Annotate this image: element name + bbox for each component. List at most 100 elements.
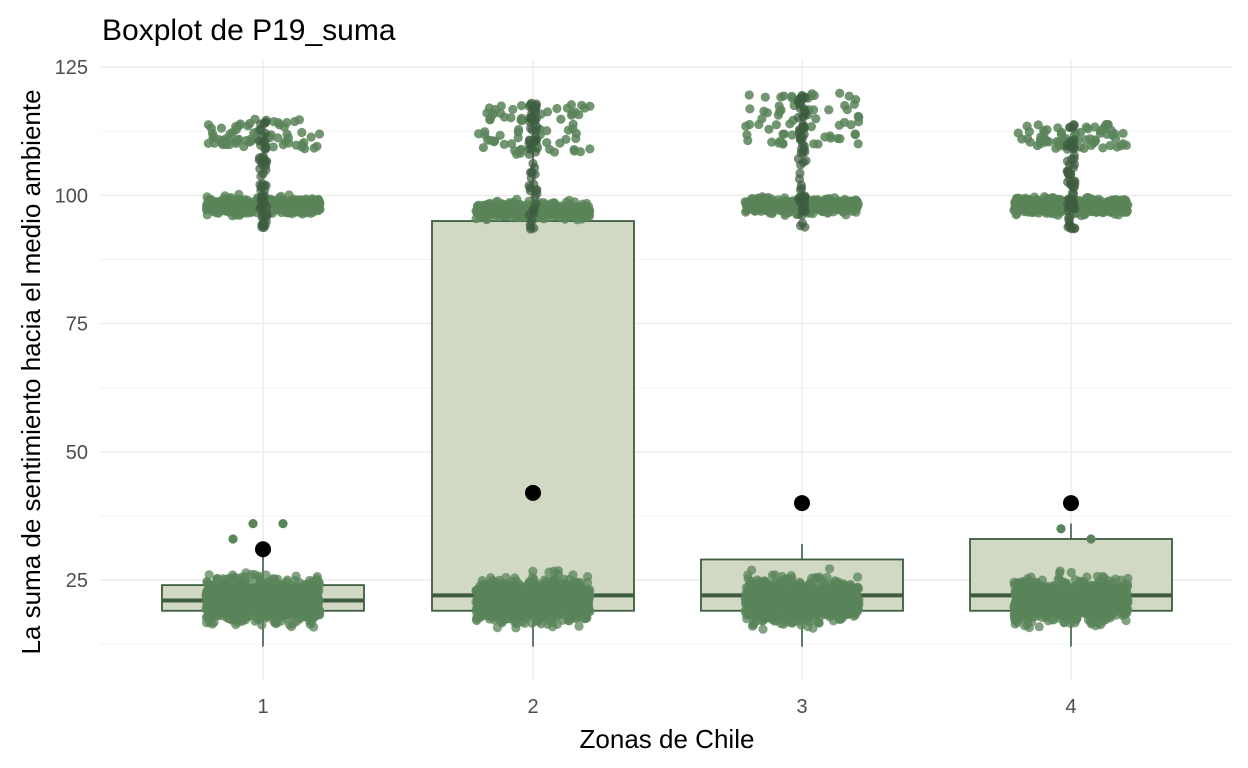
data-point: [234, 134, 244, 144]
data-point: [570, 609, 580, 620]
data-point: [572, 215, 582, 225]
data-point: [839, 584, 849, 594]
data-point: [779, 601, 790, 611]
data-point: [490, 136, 500, 146]
data-point: [302, 580, 312, 590]
data-point: [559, 574, 569, 584]
data-point: [798, 119, 808, 130]
data-point: [294, 589, 305, 599]
data-point: [835, 88, 845, 98]
data-point: [203, 120, 214, 130]
data-point: [577, 100, 587, 110]
data-point: [832, 591, 843, 602]
data-point: [526, 173, 536, 183]
data-point: [508, 583, 518, 593]
data-point: [585, 101, 595, 111]
data-point: [506, 598, 517, 609]
data-point: [1066, 567, 1076, 578]
data-point: [584, 211, 594, 221]
data-point: [270, 616, 280, 626]
data-point: [302, 593, 312, 603]
data-point: [552, 103, 562, 114]
data-point: [212, 574, 223, 584]
data-point: [209, 202, 219, 212]
y-tick-label: 125: [55, 57, 88, 79]
data-point: [811, 607, 821, 618]
data-point: [493, 606, 503, 616]
jitter-points-layer: [201, 88, 1133, 634]
data-point: [526, 224, 536, 234]
data-point: [282, 117, 292, 128]
data-point: [250, 606, 261, 616]
data-point: [800, 590, 811, 600]
data-point: [238, 205, 249, 215]
data-point: [582, 572, 593, 582]
data-point: [758, 615, 768, 626]
data-point: [1055, 566, 1065, 576]
data-point: [741, 583, 751, 593]
data-point: [847, 202, 857, 212]
data-point: [264, 600, 274, 610]
data-point: [245, 118, 255, 129]
data-point: [512, 201, 523, 212]
data-point: [478, 579, 488, 589]
data-point: [585, 144, 595, 154]
data-point: [312, 141, 322, 151]
x-tick-label: 3: [796, 696, 807, 718]
data-point: [284, 190, 294, 200]
y-tick-label: 75: [66, 314, 88, 336]
data-point: [789, 616, 799, 626]
data-point: [762, 601, 772, 611]
data-point: [229, 613, 240, 624]
data-point: [851, 94, 861, 105]
data-point: [757, 114, 767, 124]
y-tick-label: 100: [55, 185, 88, 207]
data-point: [529, 162, 540, 173]
data-point: [268, 142, 278, 152]
data-point: [835, 134, 845, 144]
data-point: [301, 609, 311, 619]
data-point: [510, 573, 520, 583]
data-point: [809, 139, 819, 149]
data-point: [745, 605, 755, 615]
data-point: [297, 127, 307, 138]
data-point: [527, 125, 537, 135]
data-point: [519, 601, 529, 611]
data-point: [238, 598, 248, 608]
data-point: [294, 609, 304, 619]
data-point: [489, 582, 499, 592]
data-point: [285, 208, 295, 218]
data-point: [853, 572, 863, 582]
data-point: [516, 115, 526, 125]
data-point: [496, 101, 506, 111]
data-point: [824, 105, 834, 115]
data-point: [231, 122, 241, 132]
data-point: [261, 579, 272, 590]
data-point: [526, 113, 536, 124]
data-point: [273, 133, 283, 143]
data-point: [210, 594, 220, 604]
data-point: [825, 579, 836, 589]
data-point: [271, 601, 281, 611]
data-point: [814, 618, 824, 628]
data-point: [552, 204, 563, 215]
data-point: [282, 129, 292, 139]
data-point: [216, 123, 226, 133]
data-point: [833, 612, 843, 622]
data-point: [797, 183, 807, 193]
data-point: [794, 128, 804, 138]
data-point: [255, 164, 265, 174]
y-tick-label: 50: [66, 442, 88, 464]
chart-title: Boxplot de P19_suma: [102, 14, 396, 47]
data-point: [531, 135, 541, 146]
data-point: [525, 99, 536, 110]
data-point: [579, 613, 589, 624]
data-point: [254, 136, 264, 146]
data-point: [575, 598, 585, 609]
data-point: [517, 592, 528, 603]
data-point: [795, 99, 805, 109]
data-point: [800, 108, 810, 118]
data-point: [571, 133, 581, 144]
y-tick-label: 25: [66, 570, 88, 592]
data-point: [222, 580, 232, 591]
